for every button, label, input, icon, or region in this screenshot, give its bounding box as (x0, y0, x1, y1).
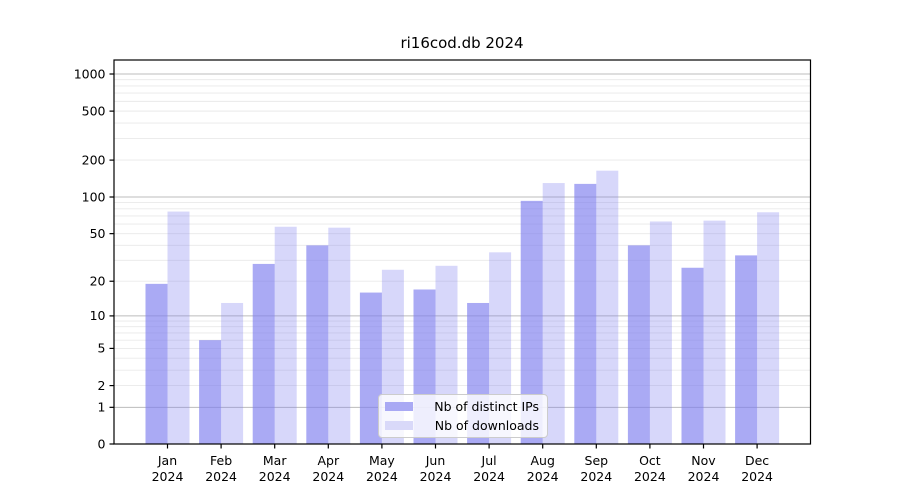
x-tick-label-jun: Jun (425, 453, 446, 468)
y-tick-label-1000: 1000 (74, 66, 106, 81)
x-tick-label-aug: Aug (530, 453, 554, 468)
bar-distinct-ips-feb (199, 340, 222, 444)
plot-border (113, 59, 812, 445)
y-tick-label-200: 200 (82, 152, 106, 167)
x-tick-year-jan: 2024 (152, 469, 184, 484)
x-tick-label-oct: Oct (639, 453, 661, 468)
x-tick-label-apr: Apr (317, 453, 339, 468)
bar-distinct-ips-may (359, 292, 382, 444)
legend-item-distinct-ips: Nb of distinct IPs (385, 398, 539, 416)
y-tick-label-20: 20 (90, 274, 106, 289)
bar-distinct-ips-nov (681, 267, 704, 444)
x-tick-label-nov: Nov (691, 453, 716, 468)
bar-distinct-ips-apr (306, 245, 329, 444)
x-tick-label-mar: Mar (263, 453, 287, 468)
x-tick-year-feb: 2024 (205, 469, 237, 484)
legend-swatch-distinct-ips (385, 402, 413, 412)
bar-downloads-mar (274, 226, 297, 444)
y-tick-label-10: 10 (90, 308, 106, 323)
x-tick-year-jul: 2024 (473, 469, 505, 484)
bar-distinct-ips-oct (627, 245, 650, 444)
x-tick-year-nov: 2024 (688, 469, 720, 484)
legend-swatch-downloads (385, 420, 413, 430)
bar-distinct-ips-dec (735, 255, 758, 444)
y-tick-label-1: 1 (98, 400, 106, 415)
bar-downloads-nov (703, 220, 726, 444)
legend-label-downloads: Nb of downloads (434, 417, 539, 433)
x-tick-label-may: May (369, 453, 395, 468)
x-tick-year-aug: 2024 (527, 469, 559, 484)
x-tick-year-jun: 2024 (420, 469, 452, 484)
x-tick-year-apr: 2024 (312, 469, 344, 484)
bar-downloads-apr (328, 227, 351, 444)
bar-distinct-ips-jan (145, 283, 168, 444)
y-tick-label-5: 5 (98, 341, 106, 356)
legend: Nb of distinct IPs Nb of downloads (378, 394, 548, 438)
bar-downloads-oct (649, 221, 672, 444)
bar-distinct-ips-mar (252, 263, 275, 444)
y-tick-label-500: 500 (82, 103, 106, 118)
x-tick-year-mar: 2024 (259, 469, 291, 484)
x-tick-year-oct: 2024 (634, 469, 666, 484)
y-tick-label-2: 2 (98, 378, 106, 393)
x-tick-label-dec: Dec (745, 453, 769, 468)
bar-distinct-ips-sep (574, 183, 597, 444)
bar-downloads-feb (221, 302, 244, 444)
x-tick-year-may: 2024 (366, 469, 398, 484)
legend-item-downloads: Nb of downloads (385, 416, 539, 434)
bar-distinct-ips-aug (520, 200, 543, 444)
x-tick-label-feb: Feb (210, 453, 232, 468)
bar-downloads-dec (757, 212, 780, 444)
y-tick-label-50: 50 (90, 226, 106, 241)
x-tick-year-dec: 2024 (741, 469, 773, 484)
x-tick-label-jul: Jul (481, 453, 497, 468)
x-tick-year-sep: 2024 (580, 469, 612, 484)
x-tick-label-jan: Jan (157, 453, 177, 468)
bar-downloads-jan (167, 211, 190, 444)
x-tick-label-sep: Sep (585, 453, 609, 468)
chart-title: ri16cod.db 2024 (400, 34, 524, 52)
bar-downloads-aug (542, 183, 565, 445)
y-tick-label-0: 0 (98, 436, 106, 451)
bar-downloads-sep (596, 170, 619, 444)
y-tick-label-100: 100 (82, 189, 106, 204)
legend-label-distinct-ips: Nb of distinct IPs (434, 399, 539, 415)
